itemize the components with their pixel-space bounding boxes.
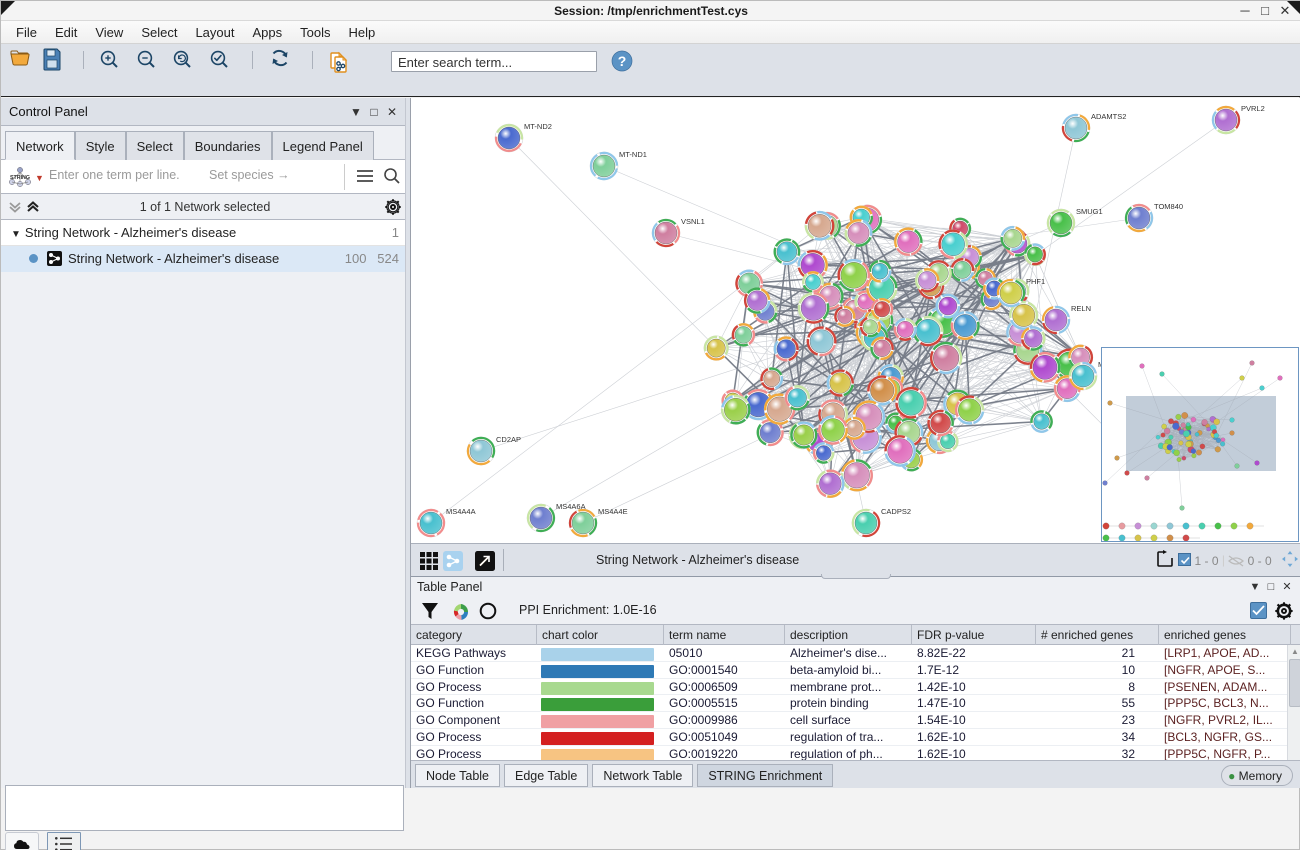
svg-text:MT-ND1: MT-ND1 <box>619 150 647 159</box>
svg-text:CADPS2: CADPS2 <box>881 507 911 516</box>
svg-text:MT-ND2: MT-ND2 <box>524 122 552 131</box>
svg-text:MS4A4E: MS4A4E <box>598 507 628 516</box>
svg-text:TOM840: TOM840 <box>1154 202 1183 211</box>
svg-text:ADAMTS2: ADAMTS2 <box>1091 112 1126 121</box>
svg-text:STRING: STRING <box>10 175 30 181</box>
svg-text:?: ? <box>618 53 627 69</box>
svg-text:RELN: RELN <box>1071 304 1091 313</box>
svg-text:CD2AP: CD2AP <box>496 435 521 444</box>
svg-text:SMUG1: SMUG1 <box>1076 207 1103 216</box>
svg-text:VSNL1: VSNL1 <box>681 217 705 226</box>
svg-text:PHF1: PHF1 <box>1026 277 1045 286</box>
svg-text:PVRL2: PVRL2 <box>1241 104 1265 113</box>
svg-text:MS4A4A: MS4A4A <box>446 507 476 516</box>
